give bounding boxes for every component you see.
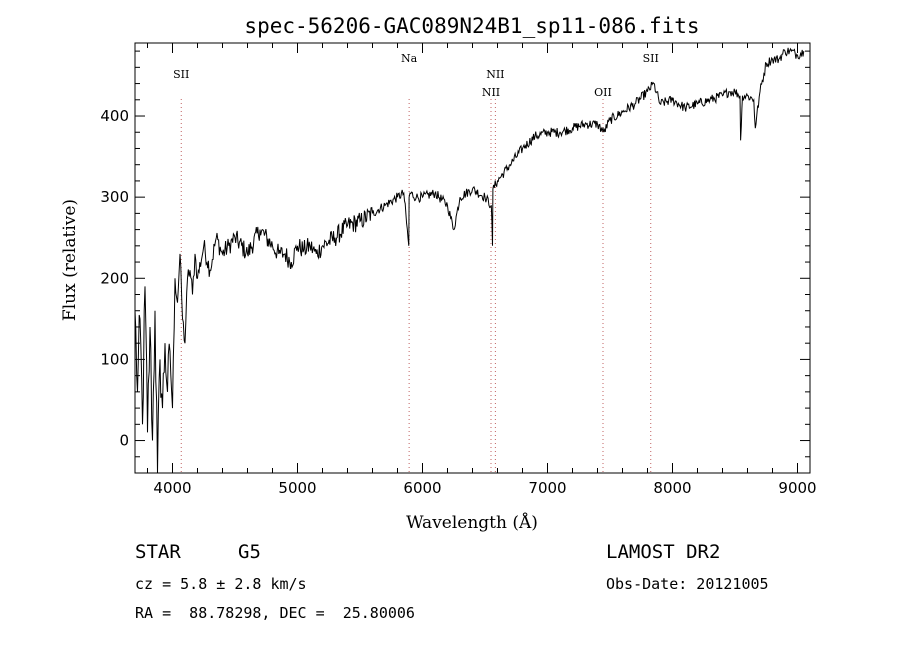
y-axis-label: Flux (relative) xyxy=(60,199,80,321)
line-label-0: SII xyxy=(173,68,189,81)
observation-date: Obs-Date: 20121005 xyxy=(606,575,769,593)
object-class: STAR xyxy=(135,541,181,563)
plot-frame xyxy=(134,42,811,474)
x-tick-label: 8000 xyxy=(653,479,691,497)
line-label-3: NII xyxy=(486,68,504,81)
y-tick-label: 300 xyxy=(100,188,129,206)
line-label-5: SII xyxy=(643,52,659,65)
y-tick-label: 400 xyxy=(100,107,129,125)
x-axis-label: Wavelength (Å) xyxy=(406,512,538,533)
spectral-subclass: G5 xyxy=(238,541,261,563)
redshift-velocity: cz = 5.8 ± 2.8 km/s xyxy=(135,575,307,593)
line-label-2: NII xyxy=(482,86,500,99)
x-tick-label: 4000 xyxy=(153,479,191,497)
spectrum-series-0 xyxy=(134,47,805,474)
survey-name: LAMOST DR2 xyxy=(606,541,721,563)
line-label-4: OII xyxy=(594,86,612,99)
line-label-1: Na xyxy=(401,52,418,65)
x-tick-label: 9000 xyxy=(778,479,816,497)
y-tick-label: 0 xyxy=(119,432,129,450)
x-tick-label: 6000 xyxy=(403,479,441,497)
y-tick-label: 100 xyxy=(100,350,129,368)
chart-title: spec-56206-GAC089N24B1_sp11-086.fits xyxy=(244,14,699,38)
y-tick-label: 200 xyxy=(100,269,129,287)
x-tick-label: 5000 xyxy=(278,479,316,497)
sky-coordinates: RA = 88.78298, DEC = 25.80006 xyxy=(135,604,415,622)
x-tick-label: 7000 xyxy=(528,479,566,497)
